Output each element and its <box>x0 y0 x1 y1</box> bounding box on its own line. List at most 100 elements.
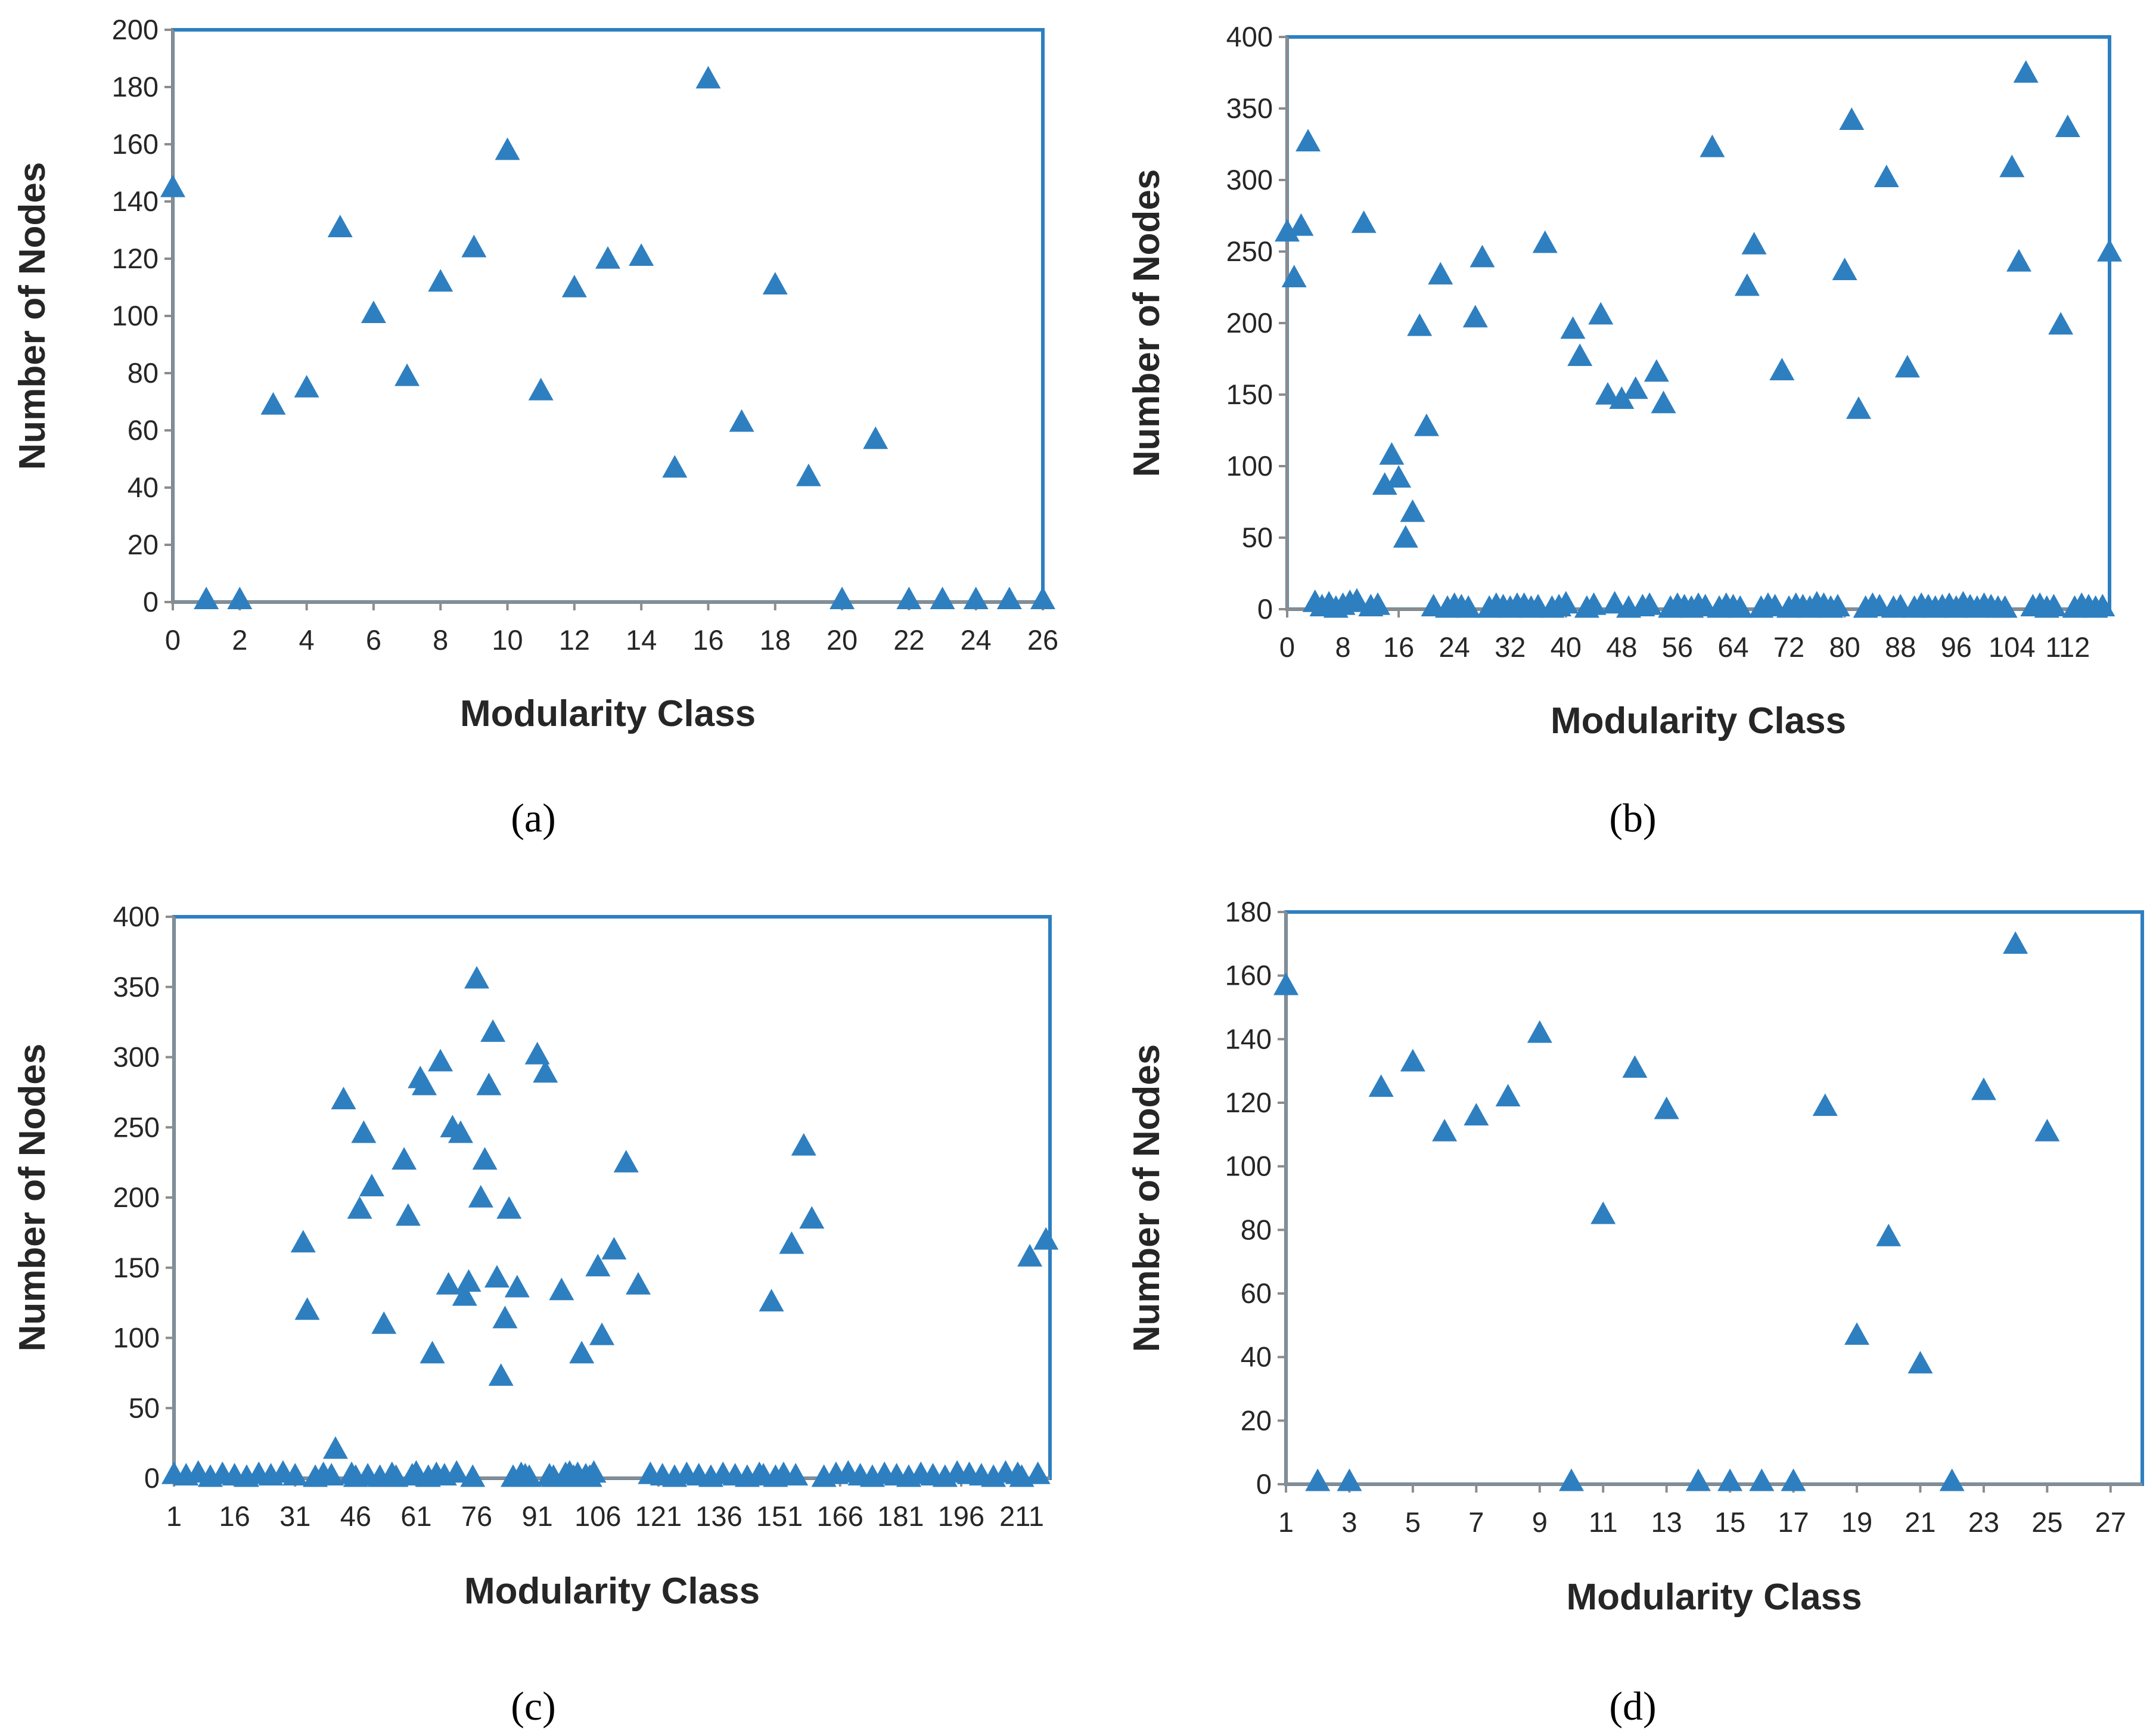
data-point <box>1844 1322 1869 1345</box>
data-point <box>371 1311 397 1334</box>
data-point <box>492 1305 518 1329</box>
data-point <box>1344 588 1369 611</box>
data-point <box>1567 343 1593 366</box>
x-tick-label: 151 <box>756 1500 803 1532</box>
x-tick-label: 8 <box>433 624 448 656</box>
data-point <box>1825 594 1850 616</box>
data-point <box>1393 525 1418 548</box>
data-point <box>476 1072 502 1096</box>
y-tick-label: 180 <box>112 71 159 103</box>
x-tick-label: 121 <box>635 1500 682 1532</box>
data-point <box>395 1203 421 1226</box>
data-point <box>1734 273 1760 296</box>
data-point <box>796 463 821 486</box>
data-point <box>762 272 788 294</box>
y-tick-label: 200 <box>113 1181 160 1213</box>
x-tick-label: 76 <box>461 1500 492 1532</box>
data-point <box>1832 258 1857 280</box>
data-point <box>1992 595 2018 618</box>
data-point <box>779 1231 804 1254</box>
data-point <box>1654 1096 1679 1119</box>
x-tick-label: 61 <box>400 1500 431 1532</box>
data-point <box>260 392 286 415</box>
x-tick-label: 20 <box>827 624 858 656</box>
data-point <box>1623 376 1648 399</box>
x-tick-label: 88 <box>1885 631 1916 663</box>
data-point <box>729 409 754 432</box>
data-point <box>524 1041 550 1065</box>
x-tick-label: 10 <box>492 624 523 656</box>
data-point <box>1812 1093 1838 1116</box>
data-point <box>613 1150 639 1172</box>
x-tick-label: 96 <box>1941 631 1972 663</box>
y-tick-label: 250 <box>113 1111 160 1143</box>
x-tick-label: 15 <box>1714 1506 1745 1538</box>
x-tick-label: 12 <box>559 624 590 656</box>
data-point <box>1595 382 1620 405</box>
data-point <box>1602 591 1627 614</box>
y-tick-label: 140 <box>112 185 159 217</box>
chart-panel-2: 0 50 100 150 200 250 300 350 400 0 8 16 24 32 40 48 56 64… <box>1126 21 2122 840</box>
y-tick-label: 100 <box>1226 450 1273 482</box>
data-point <box>517 1464 542 1487</box>
y-tick-label: 400 <box>1226 21 1273 52</box>
data-point <box>1874 165 1899 187</box>
x-tick-label: 211 <box>999 1500 1044 1532</box>
x-tick-label: 11 <box>1589 1506 1618 1538</box>
x-axis-title: Modularity Class <box>1566 1577 1862 1618</box>
data-point <box>294 1297 320 1320</box>
x-axis-title: Modularity Class <box>460 693 756 734</box>
data-point <box>2090 594 2115 616</box>
data-point <box>1971 1077 1996 1100</box>
y-tick-label: 140 <box>1225 1023 1272 1054</box>
x-tick-label: 91 <box>522 1500 553 1532</box>
y-tick-label: 400 <box>113 901 160 932</box>
data-point <box>2013 60 2039 83</box>
data-point <box>629 243 654 266</box>
data-point <box>1651 390 1676 414</box>
data-point <box>351 1120 377 1143</box>
data-point <box>1462 305 1488 328</box>
panel-label: (a) <box>511 795 555 840</box>
plot-frame <box>171 28 1045 604</box>
y-tick-label: 300 <box>113 1041 160 1073</box>
data-point <box>488 1363 514 1386</box>
data-point <box>444 1460 470 1483</box>
data-point <box>1351 210 1377 233</box>
y-axis-title: Number of Nodes <box>12 1044 53 1352</box>
data-point <box>452 1283 477 1306</box>
data-point <box>759 1289 784 1312</box>
data-point <box>1894 355 1920 378</box>
x-tick-label: 72 <box>1773 631 1804 663</box>
data-point <box>1495 1084 1521 1107</box>
data-point <box>1908 1351 1933 1374</box>
data-point <box>589 1322 615 1345</box>
y-tick-label: 150 <box>1226 379 1273 410</box>
data-point <box>1273 972 1298 995</box>
y-tick-label: 40 <box>128 471 159 503</box>
data-point <box>464 966 490 989</box>
data-point <box>1365 592 1391 615</box>
panel-label: (c) <box>511 1683 555 1729</box>
data-point <box>1527 1020 1552 1043</box>
y-tick-label: 160 <box>1225 960 1272 991</box>
x-tick-label: 80 <box>1829 631 1860 663</box>
y-tick-label: 350 <box>113 971 160 1003</box>
y-tick-label: 100 <box>113 1322 160 1354</box>
data-point <box>791 1133 816 1156</box>
y-tick-label: 80 <box>128 357 159 389</box>
chart-panel-3: 0 50 100 150 200 250 300 350 400 1 16 31 46 61 76 91 106… <box>12 901 1059 1729</box>
data-point <box>1644 359 1669 382</box>
y-tick-label: 200 <box>1226 307 1273 339</box>
data-point <box>581 1460 607 1483</box>
y-tick-label: 20 <box>1241 1404 1272 1436</box>
data-point <box>595 246 620 269</box>
data-point <box>480 1019 506 1042</box>
data-point <box>2034 1119 2060 1141</box>
data-point <box>783 1463 809 1486</box>
data-point <box>2055 114 2080 137</box>
data-point <box>1590 1201 1616 1224</box>
y-tick-label: 100 <box>1225 1150 1272 1182</box>
y-tick-label: 350 <box>1226 92 1273 124</box>
data-point <box>528 377 554 401</box>
